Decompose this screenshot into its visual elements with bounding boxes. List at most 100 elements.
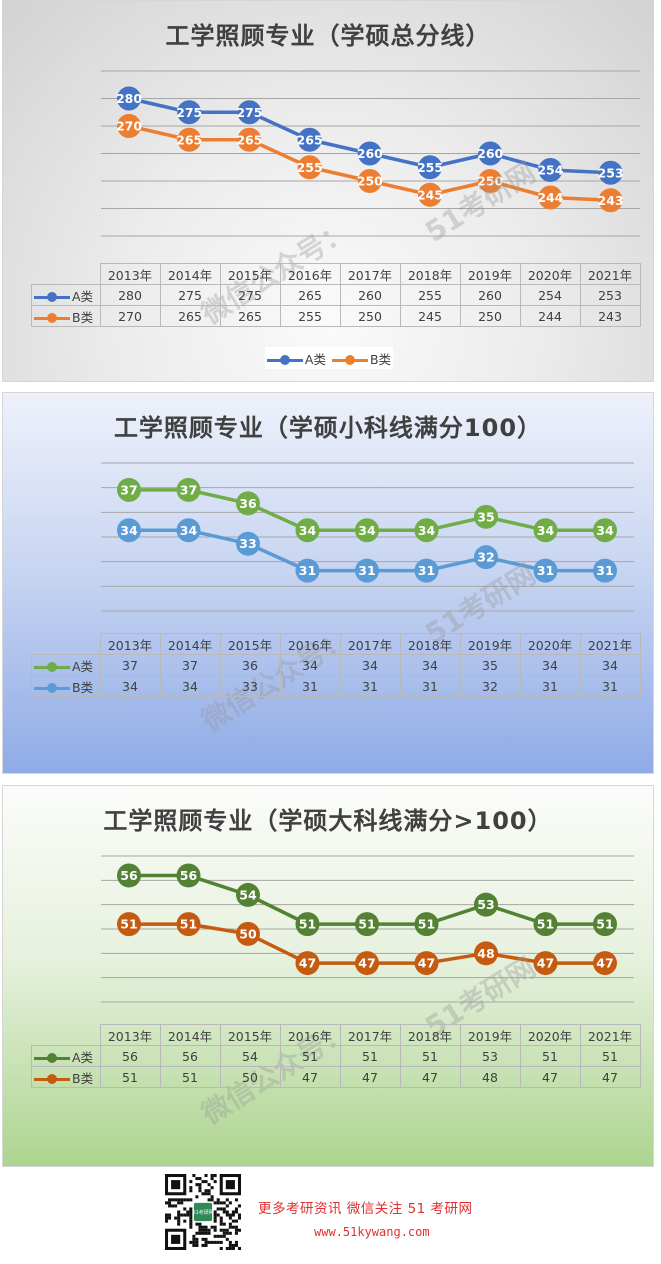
data-label: 56 bbox=[120, 868, 138, 883]
table-row: A类 280 275 275 265 260 255 260 254 253 bbox=[31, 284, 641, 306]
data-table: 2013年 2014年 2015年 2016年 2017年 2018年 2019年 2020年… bbox=[31, 263, 641, 327]
table-cell: 34 bbox=[399, 654, 461, 676]
data-label: 255 bbox=[417, 160, 443, 175]
table-cell: 34 bbox=[339, 654, 401, 676]
data-label: 265 bbox=[297, 132, 323, 147]
data-point bbox=[533, 951, 558, 976]
table-cell: 34 bbox=[519, 654, 581, 676]
data-point bbox=[176, 518, 201, 543]
table-cell: 253 bbox=[579, 284, 641, 306]
series-label: B类 bbox=[72, 679, 94, 695]
data-point bbox=[236, 882, 260, 907]
table-cell: 31 bbox=[519, 675, 581, 697]
data-label: 265 bbox=[176, 132, 202, 147]
data-label: 50 bbox=[239, 926, 257, 941]
table-cell: 51 bbox=[399, 1045, 461, 1067]
table-cell: 31 bbox=[339, 675, 401, 697]
data-label: 37 bbox=[180, 482, 197, 497]
data-point bbox=[117, 518, 141, 543]
legend-item-b: B类 bbox=[331, 349, 392, 368]
data-label: 47 bbox=[596, 956, 613, 971]
data-label: 47 bbox=[418, 956, 435, 971]
qr-code-icon[interactable]: 51考研网 bbox=[165, 1174, 241, 1250]
data-label: 34 bbox=[596, 523, 614, 538]
line-chart-total-score: 280 275 275 265 260 255 260 254 253 270 265 265 255 2… bbox=[101, 70, 640, 237]
data-point bbox=[295, 912, 320, 937]
table-cell: 34 bbox=[99, 675, 161, 697]
series-label: B类 bbox=[72, 309, 94, 325]
data-point bbox=[418, 182, 442, 207]
chart-title: 工学照顾专业（学硕小科线满分100） bbox=[113, 414, 543, 442]
table-cell: 275 bbox=[159, 284, 221, 306]
table-cell: 34 bbox=[279, 654, 341, 676]
data-point bbox=[236, 921, 260, 946]
chart-title: 工学照顾专业（学硕总分线） bbox=[165, 22, 491, 50]
data-label: 51 bbox=[358, 917, 375, 932]
data-point bbox=[533, 912, 558, 937]
table-header-year: 2014年 bbox=[159, 633, 221, 655]
table-row: B类 270 265 265 255 250 245 250 244 243 bbox=[31, 305, 641, 327]
table-corner bbox=[31, 633, 101, 655]
table-header-year: 2019年 bbox=[459, 263, 521, 285]
data-label: 275 bbox=[236, 105, 262, 120]
table-cell: 31 bbox=[279, 675, 341, 697]
data-point bbox=[355, 951, 379, 976]
data-table: 2013年 2014年 2015年 2016年 2017年 2018年 2019年 2020年… bbox=[31, 633, 641, 697]
data-label: 54 bbox=[239, 887, 257, 902]
data-point bbox=[117, 86, 141, 111]
data-point bbox=[177, 127, 202, 152]
table-cell: 255 bbox=[279, 305, 341, 327]
table-cell: 37 bbox=[159, 654, 221, 676]
table-header-year: 2016年 bbox=[279, 263, 341, 285]
legend-marker-a bbox=[266, 355, 303, 365]
data-point bbox=[177, 100, 202, 125]
data-label: 47 bbox=[299, 956, 316, 971]
data-point bbox=[295, 558, 320, 583]
table-cell: 244 bbox=[519, 305, 581, 327]
data-label: 33 bbox=[239, 536, 256, 551]
footer-website-link[interactable]: www.51kywang.com bbox=[314, 1225, 430, 1239]
table-header-row: 2013年 2014年 2015年 2016年 2017年 2018年 2019年 2020年… bbox=[31, 263, 641, 285]
legend-label-b: B类 bbox=[369, 351, 392, 367]
chart-panel-large-subject: 工学照顾专业（学硕大科线满分>100） 56 56 54 51 51 51 53 51 51 51… bbox=[2, 785, 654, 1167]
data-label: 243 bbox=[598, 193, 624, 208]
legend-marker-b bbox=[331, 355, 368, 365]
data-label: 250 bbox=[477, 174, 503, 189]
data-point bbox=[593, 558, 617, 583]
table-header-year: 2021年 bbox=[579, 263, 641, 285]
data-point bbox=[357, 141, 382, 166]
table-cell: 280 bbox=[99, 284, 161, 306]
table-header-year: 2021年 bbox=[579, 1024, 641, 1046]
data-point bbox=[418, 155, 442, 180]
table-corner bbox=[31, 1024, 101, 1046]
legend-marker bbox=[34, 292, 70, 302]
legend-marker bbox=[34, 683, 70, 693]
data-point bbox=[474, 892, 498, 917]
data-point bbox=[593, 951, 617, 976]
table-row-key: A类 bbox=[31, 284, 101, 306]
data-point bbox=[297, 155, 322, 180]
table-cell: 32 bbox=[459, 675, 521, 697]
table-cell: 254 bbox=[519, 284, 581, 306]
data-point bbox=[355, 558, 379, 583]
table-header-year: 2013年 bbox=[99, 1024, 161, 1046]
table-header-year: 2021年 bbox=[579, 633, 641, 655]
data-label: 53 bbox=[477, 897, 494, 912]
data-label: 31 bbox=[537, 563, 554, 578]
table-header-year: 2013年 bbox=[99, 263, 161, 285]
table-row: B类 34 34 33 31 31 31 32 31 31 bbox=[31, 675, 641, 697]
data-label: 51 bbox=[596, 917, 613, 932]
table-header-year: 2019年 bbox=[459, 1024, 521, 1046]
data-label: 260 bbox=[357, 146, 383, 161]
data-point bbox=[117, 477, 141, 502]
table-cell: 51 bbox=[279, 1045, 341, 1067]
data-point bbox=[478, 141, 503, 166]
table-cell: 51 bbox=[159, 1066, 221, 1088]
legend-marker bbox=[34, 1074, 70, 1084]
table-cell: 48 bbox=[459, 1066, 521, 1088]
table-header-year: 2016年 bbox=[279, 1024, 341, 1046]
table-cell: 53 bbox=[459, 1045, 521, 1067]
table-header-year: 2017年 bbox=[339, 633, 401, 655]
data-point bbox=[538, 158, 563, 182]
data-table: 2013年 2014年 2015年 2016年 2017年 2018年 2019年 2020年… bbox=[31, 1024, 641, 1088]
